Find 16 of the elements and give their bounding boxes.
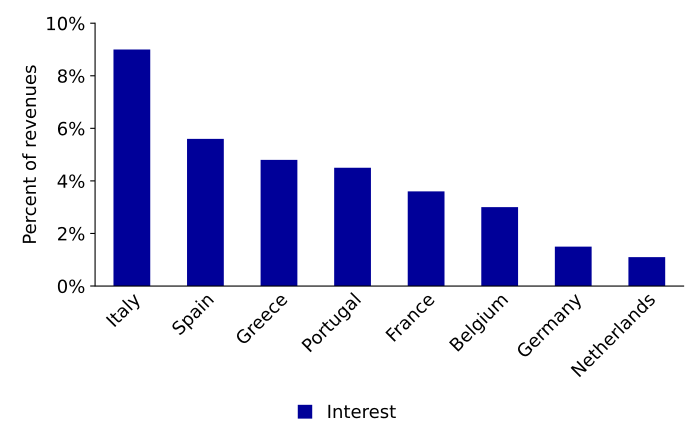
y-tick-label: 0% (58, 279, 84, 294)
bar (481, 207, 518, 286)
bar (260, 160, 298, 286)
y-tick-label: 2% (58, 226, 84, 241)
bar (554, 246, 592, 286)
legend-label: Interest (328, 404, 396, 418)
bar (113, 49, 150, 286)
y-tick-label: 8% (58, 69, 84, 83)
y-tick-label: 10% (47, 16, 84, 30)
y-tick-label: 4% (58, 174, 84, 188)
y-axis-title: Percent of revenues (22, 65, 36, 243)
bar (628, 257, 666, 286)
bar (334, 168, 371, 286)
bar (408, 191, 445, 286)
bar (187, 138, 224, 286)
y-tick-label: 6% (58, 122, 84, 136)
